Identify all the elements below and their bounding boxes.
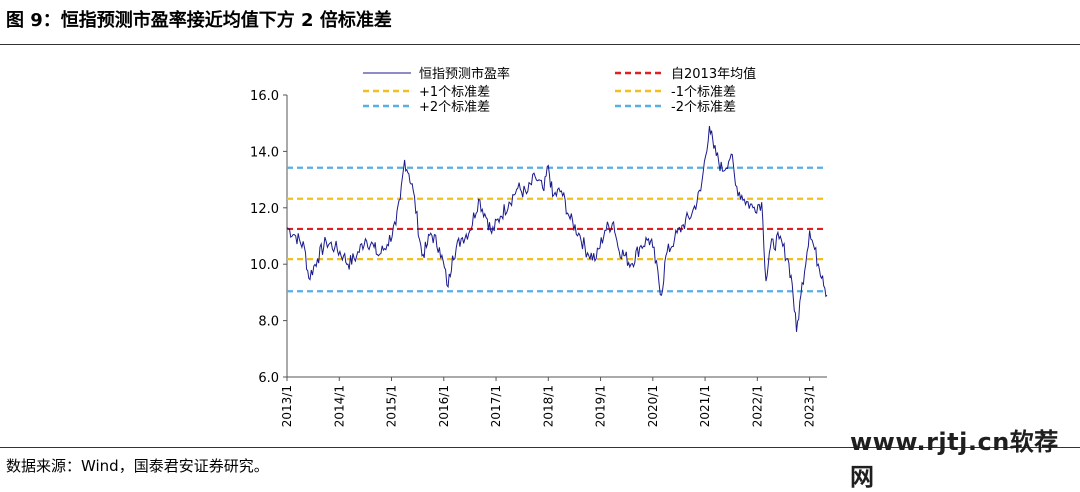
y-tick-label: 8.0 [258, 315, 279, 330]
legend-label-5: -2个标准差 [671, 100, 736, 115]
legend-label-2: +1个标准差 [419, 85, 490, 100]
axes: 6.0 8.0 10.0 12.0 14.0 16.0 2013/1 2014/1 2015/1… [250, 89, 827, 427]
x-tick-label: 2013/1 [280, 385, 294, 427]
legend-label-3: -1个标准差 [671, 85, 736, 100]
plot-area [286, 125, 828, 332]
x-tick-label: 2022/1 [750, 385, 764, 427]
y-tick-label: 12.0 [250, 202, 279, 217]
source-divider [0, 447, 1080, 448]
figure-title: 图 9：恒指预测市盈率接近均值下方 2 倍标准差 [6, 10, 392, 31]
x-tick-label: 2018/1 [541, 385, 555, 427]
y-tick-label: 6.0 [258, 371, 279, 386]
source-note: 数据来源：Wind，国泰君安证券研究。 [6, 457, 269, 475]
legend-label-0: 恒指预测市盈率 [419, 66, 510, 82]
y-tick-label: 14.0 [250, 145, 279, 160]
title-divider [0, 44, 1080, 45]
x-tick-label: 2015/1 [385, 385, 399, 427]
x-tick-label: 2017/1 [489, 385, 503, 427]
x-tick-label: 2020/1 [646, 385, 660, 427]
x-tick-label: 2019/1 [594, 385, 608, 427]
series-line-pe [286, 125, 828, 332]
watermark-logo: www.rjtj.cn软荐网 [850, 428, 1059, 491]
x-tick-label: 2014/1 [332, 385, 346, 427]
chart: 恒指预测市盈率 自2013年均值+1个标准差 -1个标准差+2个标准差 -2个标准差 … [250, 66, 828, 427]
legend: 恒指预测市盈率 自2013年均值 +1个标准差 -1个标准差 +2个标准差 -2个标准差 [363, 66, 756, 115]
x-tick-label: 2016/1 [437, 385, 451, 427]
x-tick-label: 2021/1 [698, 385, 712, 427]
y-tick-label: 16.0 [250, 89, 279, 104]
y-tick-label: 10.0 [250, 258, 279, 273]
x-tick-label: 2023/1 [803, 385, 817, 427]
legend-label-4: +2个标准差 [419, 100, 490, 115]
legend-label-1: 自2013年均值 [671, 66, 756, 82]
